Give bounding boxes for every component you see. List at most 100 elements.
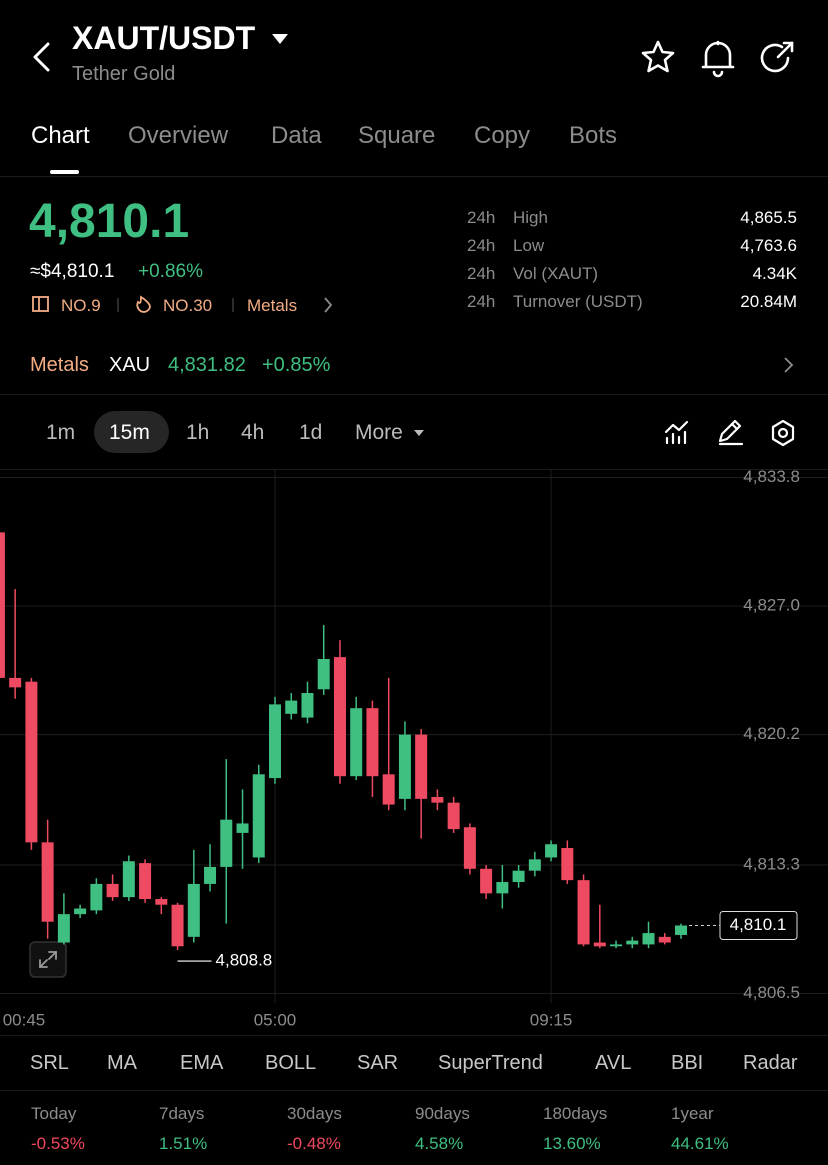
draw-tool[interactable] <box>718 419 744 446</box>
share-icon[interactable] <box>760 41 794 73</box>
tab[interactable]: Bots <box>569 122 618 149</box>
return-value: 13.60% <box>543 1134 601 1153</box>
tab[interactable]: Square <box>358 122 436 149</box>
indicator[interactable]: SRL <box>30 1052 69 1074</box>
more-dropdown[interactable] <box>412 428 426 438</box>
indicator[interactable]: SuperTrend <box>438 1052 543 1074</box>
candle-body <box>9 677 22 688</box>
alert-icon[interactable] <box>701 40 735 78</box>
interval[interactable]: 1d <box>299 421 323 444</box>
header-icons <box>641 40 794 78</box>
indicator[interactable]: BOLL <box>265 1052 317 1074</box>
return-label: 180days <box>543 1104 608 1123</box>
candle-body <box>593 942 606 947</box>
indicator[interactable]: EMA <box>180 1052 224 1074</box>
metals-label[interactable]: Metals <box>30 354 89 376</box>
candle-body <box>382 774 395 805</box>
indicator[interactable]: Radar <box>743 1052 798 1074</box>
indicator[interactable]: MA <box>107 1052 137 1074</box>
rank-badge[interactable]: NO.30 <box>163 296 213 315</box>
divider <box>0 394 828 395</box>
candle-body <box>577 880 590 945</box>
y-tick-label: 4,813.3 <box>743 855 800 874</box>
candle-body <box>496 882 509 894</box>
tab[interactable]: Overview <box>128 122 229 149</box>
candle-body <box>220 819 233 867</box>
candle-body <box>155 899 168 905</box>
pair-dropdown[interactable] <box>271 33 289 45</box>
divider <box>0 176 828 177</box>
candle-body <box>463 827 476 869</box>
metals-change: +0.85% <box>262 354 331 376</box>
candle-body <box>269 704 281 779</box>
candle-body <box>57 914 70 943</box>
last-price: 4,810.1 <box>29 195 190 248</box>
candle-body <box>675 925 687 935</box>
return-value: -0.53% <box>31 1134 85 1153</box>
stat-period: 24h <box>467 292 496 311</box>
candle-body <box>25 681 38 843</box>
candle-body <box>106 883 119 898</box>
candle-body <box>74 908 87 915</box>
favorite-icon[interactable] <box>641 40 675 73</box>
indicator[interactable]: BBI <box>671 1052 704 1074</box>
last-price-label: 4,810.1 <box>730 915 787 934</box>
return-value: 44.61% <box>671 1134 729 1153</box>
candle-body <box>252 774 265 858</box>
indicator-tool[interactable] <box>664 420 689 445</box>
candle-body <box>561 848 574 881</box>
back-button[interactable] <box>28 40 54 74</box>
interval[interactable]: 1h <box>186 421 210 444</box>
candle-body <box>431 796 444 803</box>
tab[interactable]: Data <box>271 122 322 149</box>
interval[interactable]: 1m <box>46 421 76 444</box>
indicator[interactable]: AVL <box>595 1052 632 1074</box>
return-label: 1year <box>671 1104 714 1123</box>
stat-value: 20.84M <box>740 292 797 311</box>
candle-body <box>610 944 623 947</box>
x-tick-label: 09:15 <box>530 1010 573 1029</box>
tab[interactable]: Copy <box>474 122 531 149</box>
candle-body <box>350 708 363 777</box>
pair-title[interactable]: XAUT/USDT <box>72 20 256 56</box>
tab[interactable]: Chart <box>31 122 90 149</box>
candle-body <box>658 936 671 943</box>
candle-body <box>512 870 525 883</box>
interval[interactable]: 15m <box>109 421 150 444</box>
expand-button[interactable] <box>29 941 67 978</box>
candle-body <box>204 866 217 884</box>
candle-body <box>187 883 200 937</box>
y-tick-label: 4,833.8 <box>743 467 800 486</box>
settings-tool[interactable] <box>771 419 795 447</box>
candle-body <box>480 868 493 894</box>
price-change: +0.86% <box>138 261 203 282</box>
candle-body <box>415 734 428 799</box>
return-value: -0.48% <box>287 1134 341 1153</box>
last-price-box <box>719 911 798 941</box>
return-label: 7days <box>159 1104 205 1123</box>
fiat-price: ≈$4,810.1 <box>30 261 115 282</box>
rank-badge[interactable]: NO.9 <box>61 296 101 315</box>
candle-body <box>447 802 460 830</box>
indicator[interactable]: SAR <box>357 1052 399 1074</box>
candle-body <box>317 659 330 690</box>
return-label: 90days <box>415 1104 470 1123</box>
pair-name: Tether Gold <box>72 63 176 85</box>
stat-label: Vol (XAUT) <box>513 264 599 283</box>
candle-body <box>236 823 249 833</box>
candle-body <box>398 734 411 799</box>
divider <box>0 1035 828 1036</box>
stat-period: 24h <box>467 208 496 227</box>
metals-symbol[interactable]: XAU <box>109 354 151 376</box>
interval[interactable]: 4h <box>241 421 265 444</box>
return-value: 4.58% <box>415 1134 464 1153</box>
stat-label: High <box>513 208 548 227</box>
return-label: 30days <box>287 1104 342 1123</box>
candle-body <box>41 842 54 922</box>
stat-value: 4,763.6 <box>740 236 797 255</box>
chevron[interactable] <box>782 356 796 374</box>
category-badge[interactable]: Metals <box>247 296 298 315</box>
candle-body <box>139 863 152 900</box>
interval-more[interactable]: More <box>355 421 403 444</box>
